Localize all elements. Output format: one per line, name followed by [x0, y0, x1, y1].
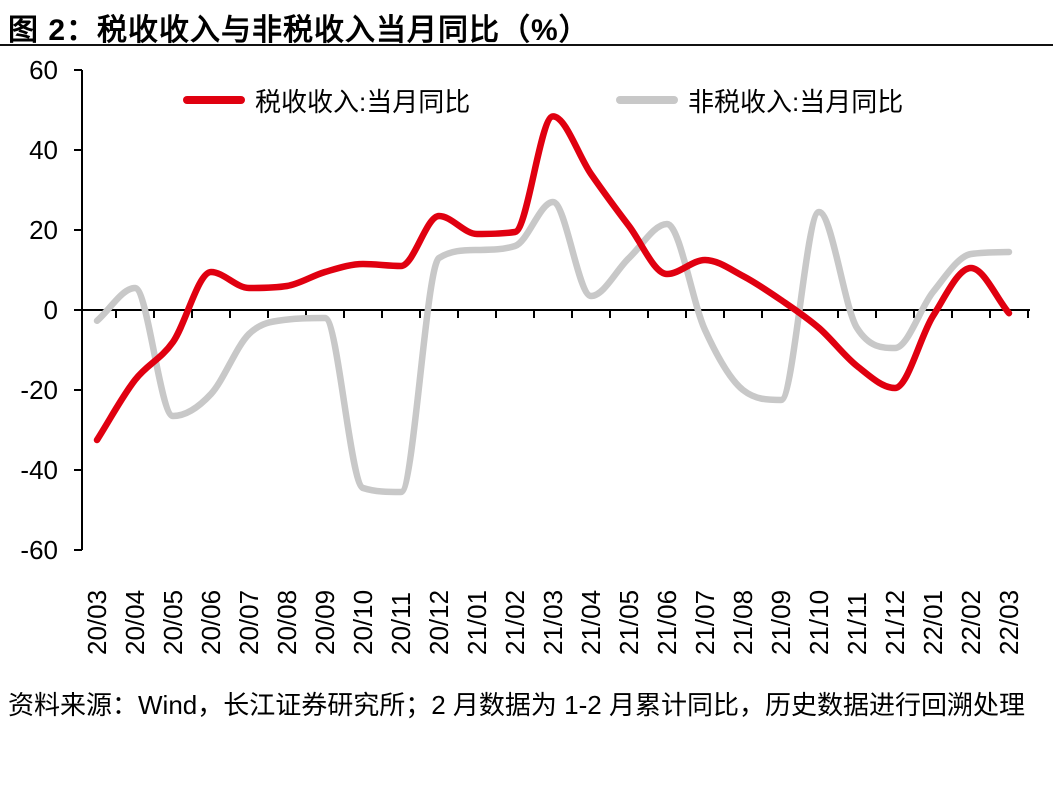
non-tax-revenue-line: [93, 198, 1013, 496]
legend: 税收收入:当月同比 非税收入:当月同比: [0, 84, 1063, 117]
y-axis-label: -40: [20, 455, 58, 485]
x-axis-label: 20/08: [272, 590, 302, 655]
nontax-line-swatch: [616, 96, 678, 104]
x-axis-label: 21/02: [500, 590, 530, 655]
y-axis-label: 0: [44, 295, 58, 325]
x-axis-label: 21/08: [728, 590, 758, 655]
x-axis-label: 20/09: [310, 590, 340, 655]
x-axis-label: 21/09: [766, 590, 796, 655]
tax-revenue-line: [93, 113, 1013, 444]
x-axis-label: 21/01: [462, 590, 492, 655]
source-note: 资料来源：Wind，长江证券研究所；2 月数据为 1-2 月累计同比，历史数据进…: [8, 690, 1025, 720]
x-axis-label: 22/03: [994, 590, 1024, 655]
legend-item-tax: 税收收入:当月同比: [183, 84, 471, 117]
x-axis-label: 21/07: [690, 590, 720, 655]
series-group: [93, 113, 1013, 496]
x-axis-label: 21/04: [576, 590, 606, 655]
chart-svg: 60 40 20 0 -20 -40 -60 20/03 20/04 20/05 20/06 20/0…: [20, 55, 1030, 655]
y-axis-label: 40: [29, 135, 58, 165]
x-axis-label: 20/12: [424, 590, 454, 655]
axes-group: 60 40 20 0 -20 -40 -60 20/03 20/04 20/05 20/06 20/0…: [20, 55, 1030, 655]
x-axis-label: 21/12: [880, 590, 910, 655]
x-axis-label: 20/03: [82, 590, 112, 655]
x-axis-label: 20/07: [234, 590, 264, 655]
legend-label-nontax: 非税收入:当月同比: [688, 86, 904, 117]
x-axis-label: 22/02: [956, 590, 986, 655]
x-axis-label: 21/03: [538, 590, 568, 655]
title-underline: [0, 44, 1053, 46]
tax-line-swatch: [183, 96, 245, 104]
x-axis-label: 20/06: [196, 590, 226, 655]
x-axis-label: 20/11: [386, 592, 416, 655]
x-axis-label: 22/01: [918, 590, 948, 655]
chart-title: 图 2：税收收入与非税收入当月同比（%）: [8, 14, 590, 47]
x-axis-label: 21/10: [804, 590, 834, 655]
x-axis-label: 21/05: [614, 590, 644, 655]
x-axis-label: 20/04: [120, 590, 150, 655]
y-axis-label: 20: [29, 215, 58, 245]
x-axis-label: 21/11: [842, 592, 872, 655]
legend-item-nontax: 非税收入:当月同比: [616, 84, 904, 117]
y-axis-label: 60: [29, 55, 58, 85]
y-axis-label: -20: [20, 375, 58, 405]
legend-label-tax: 税收收入:当月同比: [255, 86, 471, 117]
y-axis-label: -60: [20, 535, 58, 565]
x-axis-label: 20/10: [348, 590, 378, 655]
x-axis-label: 20/05: [158, 590, 188, 655]
x-axis-label: 21/06: [652, 590, 682, 655]
